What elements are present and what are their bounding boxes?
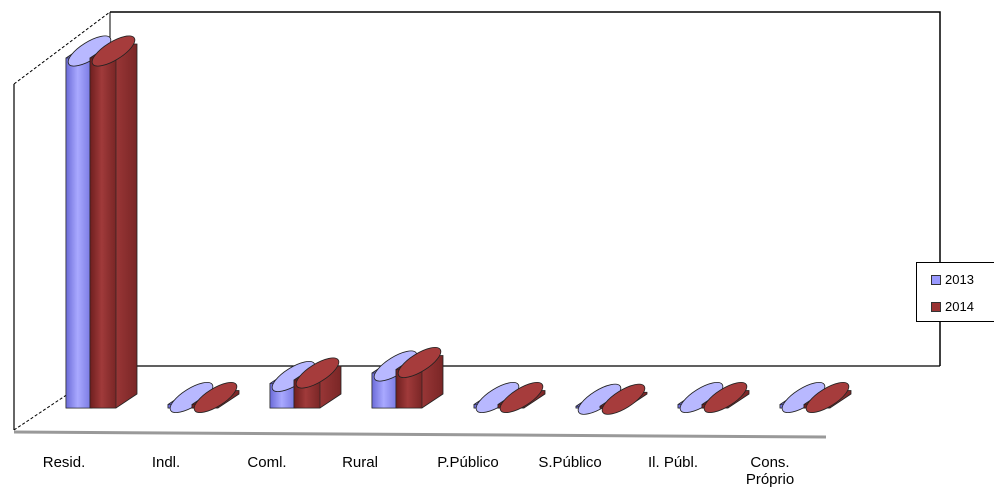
bar-cons-pr-prio-2014-cap <box>805 382 850 413</box>
tick-label-cons-pr-prio-line-1: Próprio <box>746 471 794 488</box>
bars-group <box>65 35 852 415</box>
bar-coml-2014-cap <box>295 357 340 389</box>
bar-resid-2014-front <box>89 57 117 409</box>
plot-frame <box>13 11 941 439</box>
bar-il-p-bl-2014-cap <box>703 382 748 413</box>
legend-item-2013: 2013 <box>931 272 974 287</box>
bar-resid-2014 <box>89 35 138 409</box>
legend-item-2014: 2014 <box>931 299 974 314</box>
tick-label-p-p-blico: P.Público <box>437 454 498 471</box>
bar-s-p-blico-2014 <box>599 383 648 415</box>
legend-label-2014: 2014 <box>945 299 974 314</box>
bar-indl-2014 <box>191 382 240 413</box>
legend-swatch-2014 <box>931 301 941 312</box>
tick-label-indl: Indl. <box>152 454 180 471</box>
bar-cons-pr-prio-2014 <box>803 382 852 413</box>
tick-label-coml: Coml. <box>247 454 286 471</box>
bar-resid-2013-front <box>65 57 93 409</box>
bar-coml-2014 <box>293 357 342 409</box>
bar-s-p-blico-2014-cap <box>601 383 646 415</box>
tick-label-resid: Resid. <box>43 454 86 471</box>
tick-label-cons-pr-prio: Cons. Próprio <box>746 454 794 488</box>
category-tick-labels: Resid. Indl. Coml. Rural P.Público S.Público I… <box>43 454 794 488</box>
legend-swatch-2013 <box>931 274 941 285</box>
bar-il-p-bl-2014 <box>701 382 750 413</box>
legend-label-2013: 2013 <box>945 272 974 287</box>
tick-label-cons-pr-prio-line-0: Cons. <box>750 454 789 471</box>
bar-resid-2014-cap <box>91 35 136 67</box>
bar-p-p-blico-2014 <box>497 382 546 413</box>
tick-label-s-p-blico: S.Público <box>538 454 601 471</box>
tick-label-rural: Rural <box>342 454 378 471</box>
bar-p-p-blico-2014-cap <box>499 382 544 413</box>
bar-rural-2014-cap <box>397 347 442 378</box>
tick-label-il-p-bl: Il. Públ. <box>648 454 698 471</box>
back-wall-edge <box>110 11 941 366</box>
bar-indl-2014-cap <box>193 382 238 413</box>
legend: 2013 2014 <box>916 262 994 322</box>
bar-rural-2014 <box>395 347 444 409</box>
floor-front-edge <box>13 430 827 439</box>
